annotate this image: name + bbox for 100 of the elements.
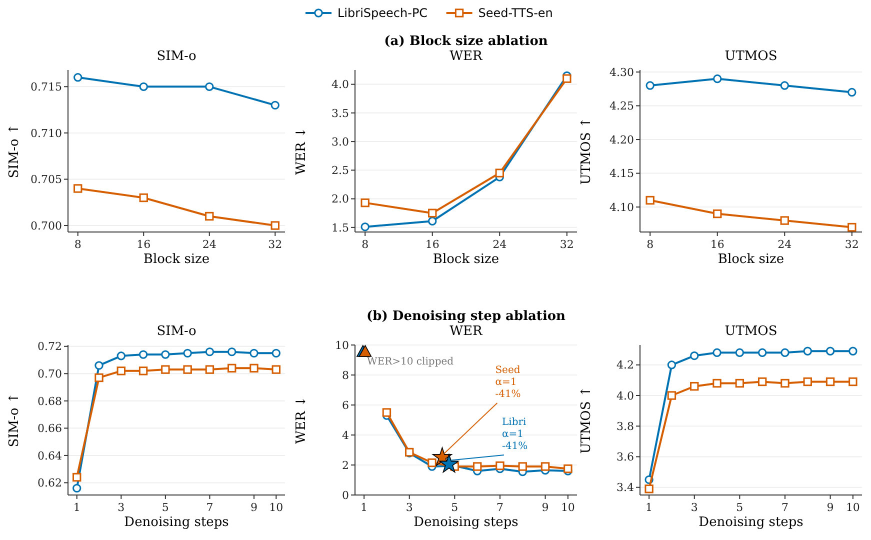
x-tick-label: 8 [362, 238, 369, 251]
point [712, 378, 722, 388]
chart-title: SIM-o [156, 49, 196, 64]
y-tick-label: 4.20 [610, 133, 634, 146]
x-tick-label: 10 [846, 501, 860, 514]
point [848, 88, 856, 97]
point [183, 348, 192, 358]
point [272, 365, 280, 374]
y-tick-label: 4 [342, 428, 349, 442]
point [644, 484, 654, 494]
point [826, 346, 835, 356]
y-tick-label: 0.66 [38, 422, 62, 436]
x-tick-label: 24 [202, 238, 216, 251]
point [360, 198, 370, 208]
y-tick-label: 0.62 [38, 476, 62, 490]
point [94, 373, 104, 382]
point [116, 366, 126, 376]
chart-subtitle: (b) Denoising step ablation [366, 309, 566, 324]
annotation: Libri α=1 -41% [502, 417, 528, 452]
x-tick-label: 5 [162, 501, 169, 514]
y-tick-label: 3.6 [616, 450, 634, 464]
y-tick-label: 4.30 [610, 66, 634, 79]
x-tick-label: 32 [844, 238, 859, 251]
point [735, 378, 744, 388]
y-tick-label: 4.0 [616, 389, 634, 402]
point [74, 73, 82, 82]
x-axis-title: Block size [718, 252, 784, 267]
point [382, 408, 392, 417]
x-axis-title: Block size [432, 252, 500, 267]
x-axis-title: Block size [143, 252, 210, 267]
y-axis-title: UTMOS ↑ [579, 117, 594, 185]
x-tick-label: 1 [360, 501, 368, 514]
point [562, 74, 572, 83]
y-axis-title: SIM-o ↑ [7, 392, 22, 448]
chart-title: WER [450, 49, 484, 64]
x-tick-label: 32 [560, 238, 574, 251]
y-tick-label: 4.2 [616, 358, 634, 372]
point [495, 168, 504, 178]
point [74, 184, 82, 193]
point [116, 352, 126, 360]
point [848, 222, 856, 232]
x-tick-label: 7 [496, 501, 504, 514]
y-tick-label: 1.5 [332, 221, 349, 234]
y-tick-label: 3.5 [332, 106, 349, 120]
point [205, 365, 214, 374]
point [496, 461, 504, 470]
x-tick-label: 9 [542, 501, 549, 514]
point [848, 346, 858, 356]
x-tick-label: 1 [646, 501, 653, 514]
point [803, 346, 812, 356]
chart-subtitle: (a) Block size ablation [384, 34, 548, 49]
point [228, 364, 236, 373]
y-tick-label: 10 [335, 338, 349, 352]
point [272, 348, 280, 358]
point [780, 81, 789, 90]
point [161, 365, 170, 374]
point [758, 377, 767, 386]
point [250, 348, 258, 358]
y-tick-label: 2.5 [332, 164, 349, 178]
y-axis-title: SIM-o ↑ [7, 124, 22, 178]
chart-title: WER [450, 324, 484, 339]
point [72, 472, 82, 482]
point [358, 345, 372, 357]
x-tick-label: 7 [206, 501, 214, 514]
chart-title: UTMOS [724, 324, 778, 339]
x-tick-label: 7 [781, 501, 788, 514]
y-tick-label: 4.25 [610, 100, 634, 113]
y-axis-title: UTMOS ↑ [579, 386, 594, 454]
point [250, 364, 258, 373]
legend-label: Seed-TTS-en [478, 6, 553, 20]
point [270, 100, 280, 110]
annotation: Seed α=1 -41% [495, 365, 521, 400]
x-tick-label: 8 [646, 238, 654, 251]
y-tick-label: 2.0 [332, 192, 349, 206]
point [712, 348, 722, 358]
point [270, 221, 280, 230]
point [205, 347, 214, 356]
point [161, 350, 170, 359]
x-tick-label: 9 [826, 501, 834, 514]
y-tick-label: 0.715 [30, 80, 62, 94]
point [360, 222, 370, 232]
y-tick-label: 0.72 [38, 340, 62, 354]
point [667, 391, 676, 400]
y-tick-label: 4.0 [332, 78, 349, 92]
point [803, 377, 812, 386]
chart-title: UTMOS [724, 49, 778, 64]
y-tick-label: 6 [342, 398, 349, 412]
x-tick-label: 10 [269, 501, 284, 514]
y-tick-label: 3.8 [616, 420, 634, 433]
x-axis-title: Denoising steps [698, 515, 804, 530]
x-tick-label: 5 [736, 501, 744, 514]
x-tick-label: 9 [250, 501, 258, 514]
point [138, 366, 148, 376]
chart-title: SIM-o [156, 324, 196, 339]
point [780, 216, 789, 225]
x-tick-label: 24 [778, 238, 792, 251]
point [690, 382, 699, 391]
point [780, 378, 790, 388]
point [139, 82, 148, 92]
x-tick-label: 8 [74, 238, 82, 251]
